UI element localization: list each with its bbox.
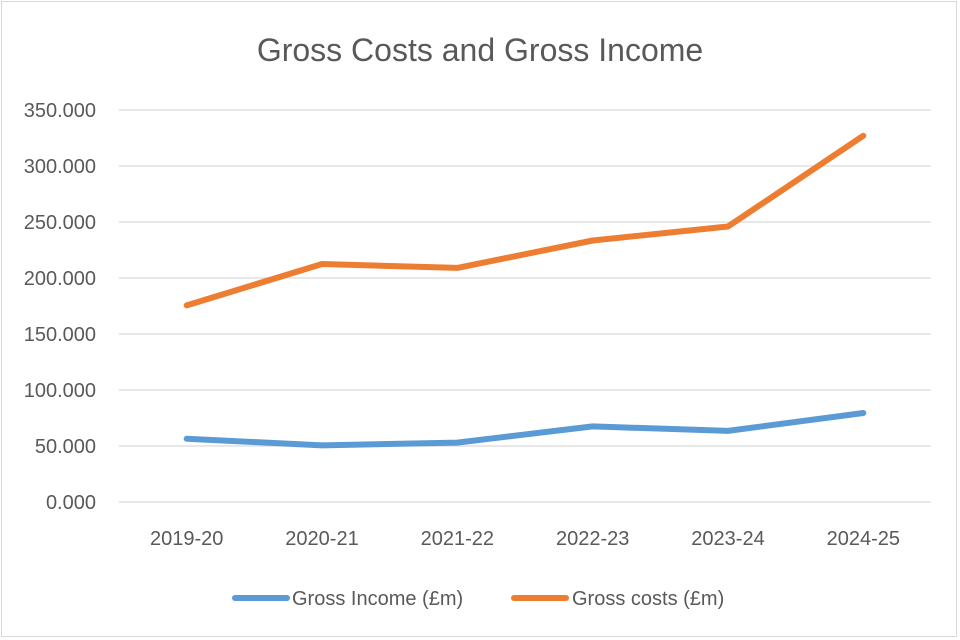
x-tick-label: 2024-25 [827, 528, 900, 550]
y-tick-label: 350.000 [24, 100, 96, 122]
legend-label: Gross costs (£m) [572, 588, 724, 610]
y-tick-label: 100.000 [24, 380, 96, 402]
x-tick-label: 2022-23 [556, 528, 629, 550]
y-tick-label: 150.000 [24, 324, 96, 346]
x-tick-label: 2023-24 [691, 528, 764, 550]
series-lines [183, 132, 867, 449]
y-tick-label: 300.000 [24, 156, 96, 178]
y-tick-label: 0.000 [46, 492, 96, 514]
x-tick-label: 2019-20 [150, 528, 223, 550]
series-line-2 [183, 132, 867, 309]
legend: Gross Income (£m) Gross costs (£m) [232, 588, 724, 610]
y-tick-label: 200.000 [24, 268, 96, 290]
legend-label: Gross Income (£m) [292, 588, 463, 610]
x-tick-label: 2021-22 [421, 528, 494, 550]
x-tick-label: 2020-21 [285, 528, 358, 550]
y-axis-tick-labels: 0.000 50.000 100.000 150.000 200.000 250.000 3… [24, 100, 96, 514]
gridlines [119, 109, 931, 503]
y-tick-label: 250.000 [24, 212, 96, 234]
chart-title: Gross Costs and Gross Income [257, 32, 703, 68]
x-axis-tick-labels: 2019-20 2020-21 2021-22 2022-23 2023-24 2024-… [150, 528, 900, 550]
y-tick-label: 50.000 [35, 436, 96, 458]
series-line-1 [183, 410, 867, 449]
